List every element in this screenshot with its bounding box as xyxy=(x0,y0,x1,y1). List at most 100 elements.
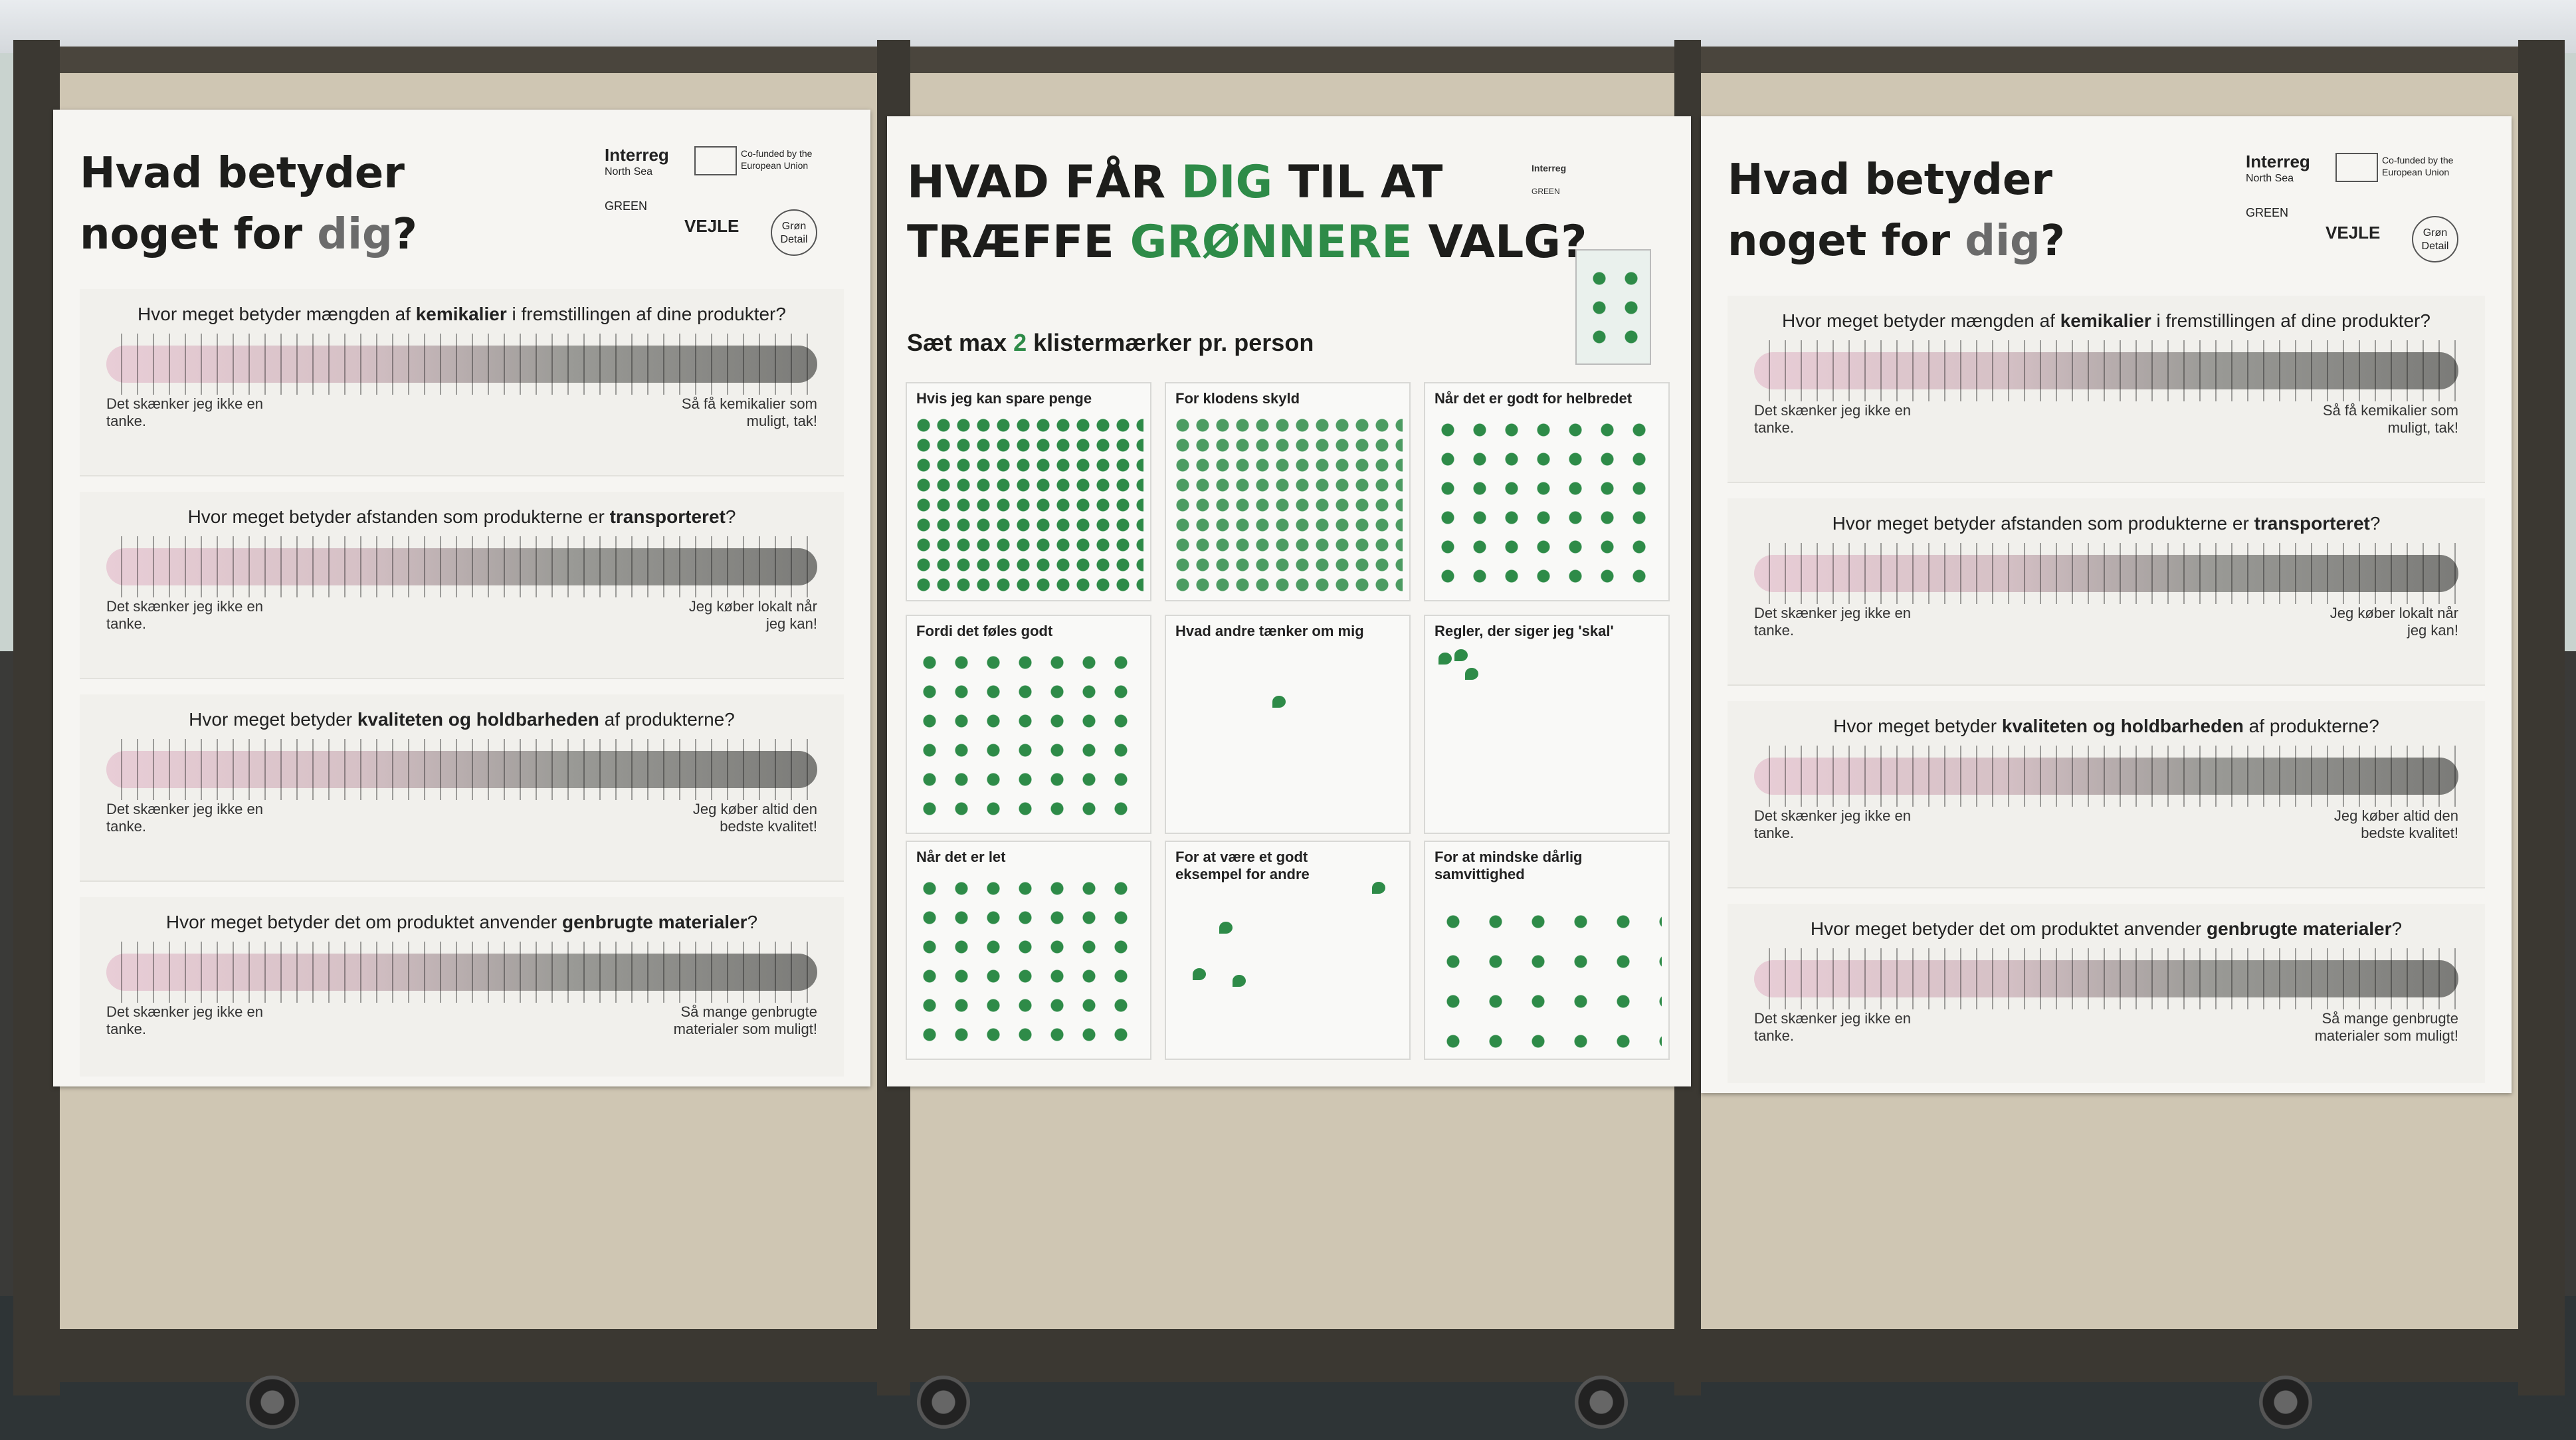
choice-cell: For at mindske dårlig samvittighed xyxy=(1424,841,1670,1060)
choice-cell: Hvis jeg kan spare penge xyxy=(906,382,1151,601)
scale-label-left: Det skænker jeg ikke en tanke. xyxy=(106,1003,263,1037)
cell-label: Hvad andre tænker om mig xyxy=(1175,623,1364,639)
scale-bar xyxy=(1754,340,2458,401)
question-block: Hvor meget betyder afstanden som produkt… xyxy=(1728,498,2485,686)
wheel xyxy=(1575,1376,1628,1429)
sticker-bag xyxy=(1575,249,1651,365)
cell-label: For at være et godt eksempel for andre xyxy=(1175,849,1310,882)
scale-label-right: Jeg køber lokalt når jeg kan! xyxy=(2329,605,2458,639)
wheel xyxy=(2259,1376,2312,1429)
grondetail-logo: Grøn Detail xyxy=(771,209,817,256)
cell-label: Hvis jeg kan spare penge xyxy=(916,390,1092,407)
sticker xyxy=(1272,696,1286,708)
question-text: Hvor meget betyder mængden af kemikalier… xyxy=(1782,310,2430,331)
title-line2: noget for xyxy=(80,210,318,259)
question-text: Hvor meget betyder afstanden som produkt… xyxy=(1832,513,2381,534)
question-block: Hvor meget betyder kvaliteten og holdbar… xyxy=(1728,701,2485,888)
center-logo-block: Interreg GREEN xyxy=(1532,163,1664,209)
scale-label-left: Det skænker jeg ikke en tanke. xyxy=(106,801,263,835)
choice-cell: Når det er godt for helbredet xyxy=(1424,382,1670,601)
choice-cell: For klodens skyld xyxy=(1165,382,1411,601)
scale-label-left: Det skænker jeg ikke en tanke. xyxy=(1754,807,1911,841)
question-block: Hvor meget betyder afstanden som produkt… xyxy=(80,492,844,679)
cell-label: For at mindske dårlig samvittighed xyxy=(1435,849,1583,882)
ceiling xyxy=(0,0,2576,53)
pen-marks xyxy=(106,942,817,1003)
sticker-cluster xyxy=(1432,902,1662,1052)
scale-label-right: Så mange genbrugte materialer som muligt… xyxy=(2314,1010,2458,1044)
question-block: Hvor meget betyder det om produktet anve… xyxy=(1728,904,2485,1083)
pen-marks xyxy=(106,739,817,800)
grondetail-logo: Grøn Detail xyxy=(2412,216,2458,262)
scale-label-left: Det skænker jeg ikke en tanke. xyxy=(106,598,263,632)
wheel xyxy=(246,1376,299,1429)
scale-bar xyxy=(106,536,817,597)
choice-cell: For at være et godt eksempel for andre xyxy=(1165,841,1411,1060)
sticker xyxy=(1233,975,1246,987)
choice-cell: Hvad andre tænker om mig xyxy=(1165,615,1411,834)
left-poster: Hvad betyder noget for dig? Interreg Nort… xyxy=(53,110,870,1086)
sticker-cluster xyxy=(914,874,1143,1052)
question-block: Hvor meget betyder det om produktet anve… xyxy=(80,897,844,1077)
sticker xyxy=(1193,968,1206,980)
question-text: Hvor meget betyder det om produktet anve… xyxy=(1810,918,2403,939)
scale-bar xyxy=(1754,543,2458,604)
interreg-logo: Interreg xyxy=(1532,163,1567,173)
question-block: Hvor meget betyder kvaliteten og holdbar… xyxy=(80,694,844,882)
sticker xyxy=(1372,882,1385,894)
pen-marks xyxy=(106,334,817,395)
center-title: HVAD FÅR DIG TIL AT TRÆFFE GRØNNERE VALG… xyxy=(907,156,1587,268)
sticker xyxy=(1438,653,1452,665)
scale-label-right: Jeg køber lokalt når jeg kan! xyxy=(688,598,817,632)
logo-block: Interreg North Sea Co-funded by the Europ… xyxy=(605,146,844,279)
pen-marks xyxy=(1754,746,2458,807)
frame-post xyxy=(2518,40,2565,1395)
eu-flag-icon xyxy=(2335,153,2378,182)
scale-label-right: Så mange genbrugte materialer som muligt… xyxy=(673,1003,817,1037)
choice-cell: Fordi det føles godt xyxy=(906,615,1151,834)
green-logo: GREEN xyxy=(2246,206,2289,219)
vejle-logo: VEJLE xyxy=(684,216,740,236)
cell-label: Når det er godt for helbredet xyxy=(1435,390,1633,407)
scale-bar xyxy=(1754,746,2458,807)
question-text: Hvor meget betyder kvaliteten og holdbar… xyxy=(1833,716,2379,736)
poster-title: Hvad betyder noget for dig? xyxy=(80,143,417,265)
question-text: Hvor meget betyder kvaliteten og holdbar… xyxy=(189,709,735,730)
scale-label-left: Det skænker jeg ikke en tanke. xyxy=(1754,402,1911,436)
stickers-in-bag xyxy=(1583,264,1643,357)
vejle-logo: VEJLE xyxy=(2326,223,2381,243)
question-text: Hvor meget betyder afstanden som produkt… xyxy=(187,506,736,527)
logo-block: Interreg North Sea Co-funded by the Europ… xyxy=(2246,153,2485,286)
sticker xyxy=(1465,668,1478,680)
scale-label-right: Så få kemikalier som muligt, tak! xyxy=(681,395,817,429)
title-line1: Hvad betyder xyxy=(80,149,405,198)
center-poster: HVAD FÅR DIG TIL AT TRÆFFE GRØNNERE VALG… xyxy=(887,116,1691,1086)
pen-marks xyxy=(1754,948,2458,1009)
pen-marks xyxy=(106,536,817,597)
sticker xyxy=(1219,922,1233,934)
poster-title: Hvad betyder noget for dig? xyxy=(1728,155,2065,266)
scale-bar xyxy=(106,739,817,800)
scale-bar xyxy=(106,334,817,395)
title-qmark: ? xyxy=(392,210,417,259)
cell-label: Fordi det føles godt xyxy=(916,623,1053,639)
scale-bar xyxy=(106,942,817,1003)
cell-label: Regler, der siger jeg 'skal' xyxy=(1435,623,1614,639)
interreg-logo: Interreg North Sea xyxy=(2246,152,2310,184)
choice-cell: Når det er let xyxy=(906,841,1151,1060)
sticker-cluster xyxy=(1173,415,1403,593)
scale-label-left: Det skænker jeg ikke en tanke. xyxy=(1754,1010,1911,1044)
pen-marks xyxy=(1754,340,2458,401)
cell-label: For klodens skyld xyxy=(1175,390,1300,407)
cell-label: Når det er let xyxy=(916,849,1006,865)
sticker xyxy=(1454,649,1468,661)
sticker-cluster xyxy=(914,415,1143,593)
scale-label-right: Jeg køber altid den bedste kvalitet! xyxy=(692,801,817,835)
right-poster: Hvad betyder noget for dig? Interreg Nort… xyxy=(1701,116,2512,1093)
frame-post xyxy=(13,40,60,1395)
sticker-cluster xyxy=(1432,415,1662,593)
green-logo: GREEN xyxy=(1532,187,1560,196)
title-highlight: dig xyxy=(317,210,393,259)
interreg-logo: Interreg North Sea xyxy=(605,145,669,177)
question-text: Hvor meget betyder mængden af kemikalier… xyxy=(138,304,786,324)
